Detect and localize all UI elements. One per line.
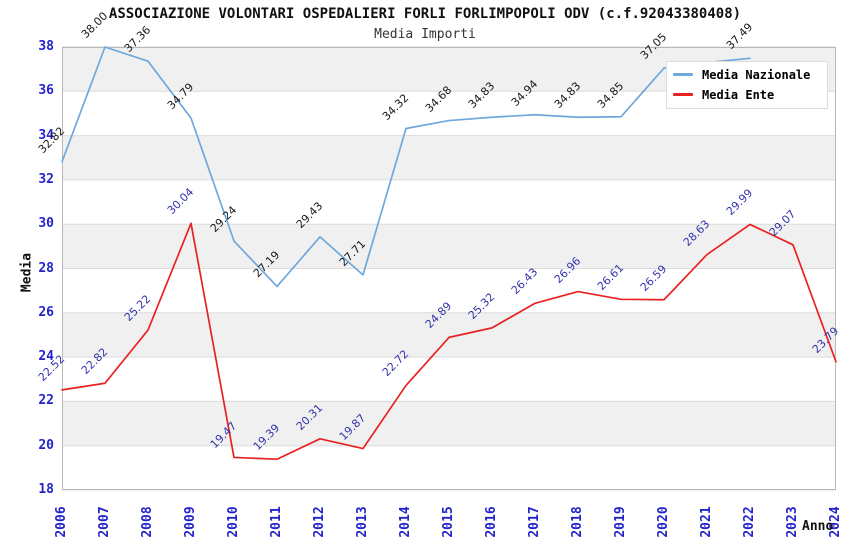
x-tick-label: 2012	[312, 506, 327, 538]
chart-subtitle: Media Importi	[374, 27, 476, 42]
y-tick-label: 26	[38, 304, 54, 320]
plot-area: 32.82 38.00 37.36 34.79 29.24 27.19 29.43 27.71…	[36, 10, 841, 491]
chart-title: ASSOCIAZIONE VOLONTARI OSPEDALIERI FORLI…	[108, 6, 742, 22]
legend-label: Media Nazionale	[702, 67, 811, 82]
x-tick-label: 2009	[183, 506, 198, 538]
y-tick-label: 34	[38, 127, 54, 143]
y-tick-label: 22	[38, 393, 54, 409]
x-axis-title: Anno	[802, 519, 834, 534]
x-tick-label: 2013	[355, 506, 370, 538]
x-tick-label: 2019	[613, 506, 628, 538]
legend: Media Nazionale Media Ente	[666, 61, 828, 109]
legend-line-swatch-icon	[673, 73, 693, 76]
y-tick-label: 20	[38, 437, 54, 453]
chart-plot-svg	[61, 46, 837, 491]
x-tick-label: 2010	[226, 506, 241, 538]
x-tick-label: 2015	[441, 506, 456, 538]
y-tick-label: 28	[38, 260, 54, 276]
x-tick-label: 2021	[699, 506, 714, 538]
x-tick-label: 2023	[785, 506, 800, 538]
legend-item: Media Ente	[673, 85, 819, 104]
x-tick-label: 2018	[570, 506, 585, 538]
x-tick-label: 2008	[140, 506, 155, 538]
y-tick-label: 30	[38, 216, 54, 232]
x-tick-label: 2022	[742, 506, 757, 538]
x-tick-label: 2014	[398, 506, 413, 538]
y-tick-label: 38	[38, 39, 54, 54]
y-tick-label: 24	[38, 349, 54, 365]
legend-item: Media Nazionale	[673, 65, 819, 84]
x-tick-label: 2020	[656, 506, 671, 538]
y-tick-label: 18	[38, 482, 54, 497]
x-tick-label: 2007	[97, 506, 112, 538]
y-tick-label: 36	[38, 83, 54, 99]
x-tick-label: 2011	[269, 506, 284, 538]
x-tick-label: 2016	[484, 506, 499, 538]
x-tick-label: 2017	[527, 506, 542, 538]
x-tick-label: 2006	[54, 506, 69, 538]
legend-line-swatch-icon	[673, 93, 693, 96]
legend-label: Media Ente	[702, 87, 775, 102]
y-tick-label: 32	[38, 171, 54, 187]
